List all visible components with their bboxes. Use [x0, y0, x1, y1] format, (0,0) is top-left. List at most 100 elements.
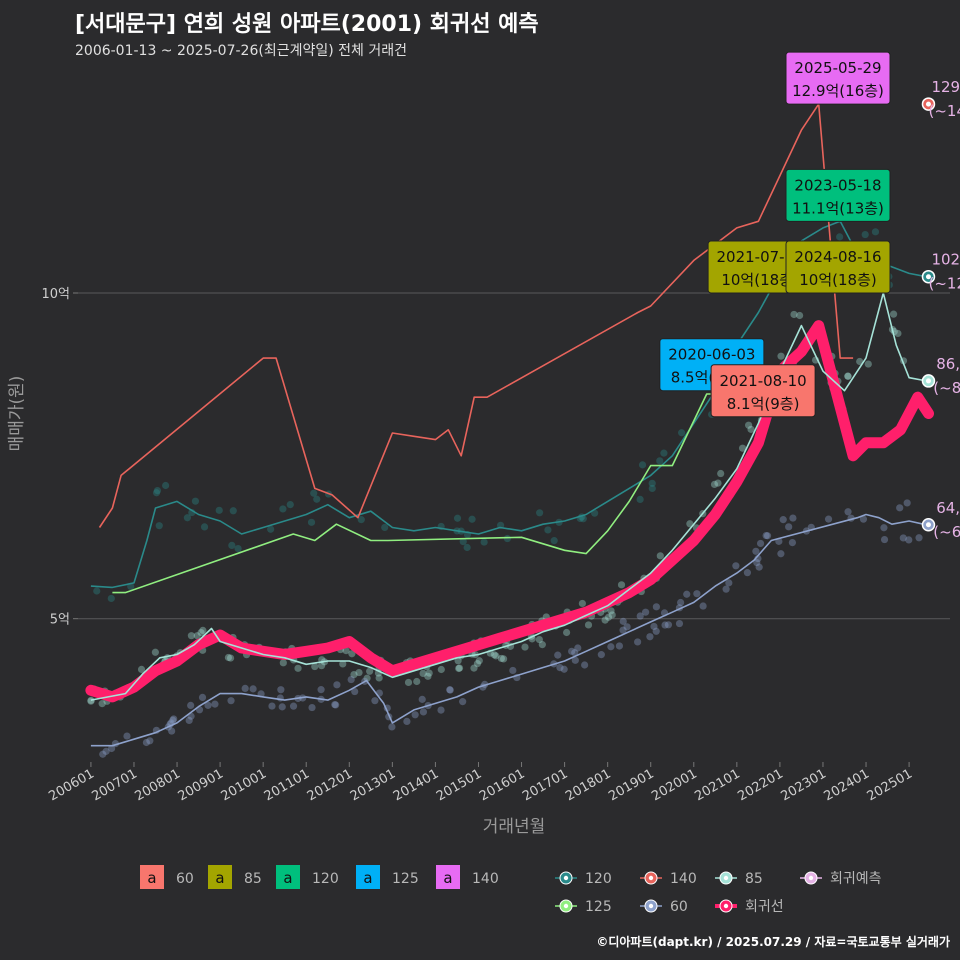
scatter-point [278, 703, 286, 711]
scatter-point [678, 429, 686, 437]
end-label-value: 86,500 [936, 355, 960, 373]
legend-area-120: a 120 [276, 865, 339, 889]
scatter-point [859, 515, 868, 523]
series-line-140 [98, 103, 854, 528]
scatter-point [279, 659, 287, 667]
x-tick-label: 201901 [606, 766, 656, 804]
scatter-point [459, 538, 467, 546]
legend-line-label: 85 [745, 871, 763, 887]
scatter-point [492, 652, 500, 660]
scatter-point [226, 654, 235, 662]
legend-area-swatch [208, 865, 232, 889]
annotation-box: 2023-05-18 11.1억(13층) [785, 168, 891, 222]
scatter-point [656, 552, 664, 560]
scatter-point [308, 703, 316, 712]
scatter-point [844, 508, 852, 516]
scatter-point [152, 489, 161, 497]
legend-line-dot [648, 903, 654, 909]
annotation-date: 2023-05-18 [794, 176, 881, 194]
scatter-point [755, 563, 763, 571]
regression-line [85, 320, 934, 703]
scatter-point [619, 617, 627, 625]
scatter-point [162, 481, 170, 490]
x-tick-label: 202501 [865, 766, 915, 804]
legend-area-glyph: a [443, 869, 452, 887]
scatter-point [604, 613, 613, 621]
legend-line-140: 140 [640, 871, 697, 887]
scatter-point [899, 534, 907, 542]
scatter-point [732, 562, 740, 570]
scatter-point [677, 598, 685, 607]
scatter-point [554, 651, 562, 659]
scatter-point [350, 670, 358, 679]
annotation-background [710, 364, 816, 418]
scatter-point [636, 495, 644, 504]
scatter-point [753, 558, 761, 567]
scatter-point [459, 698, 467, 706]
scatter-point [211, 700, 219, 708]
scatter-point [102, 747, 110, 755]
scatter-point [446, 686, 454, 694]
scatter-point [615, 642, 624, 650]
scatter-point [355, 668, 363, 677]
scatter-point [656, 457, 664, 465]
scatter-point [652, 627, 660, 635]
legend-area-swatch [276, 865, 300, 889]
scatter-point [267, 525, 275, 533]
y-tick-label: 5억 [50, 613, 70, 628]
scatter-point [424, 672, 432, 680]
scatter-point [714, 479, 722, 487]
scatter-point [556, 664, 564, 672]
scatter-point [544, 526, 552, 534]
scatter-point [675, 619, 684, 628]
scatter-point [743, 569, 752, 577]
scatter-point [310, 489, 318, 497]
scatter-point [155, 522, 163, 530]
end-point-dot [925, 101, 931, 107]
scatter-point [437, 665, 445, 674]
scatter-point [864, 360, 872, 368]
scatter-point [289, 702, 298, 710]
annotation-box: 2021-08-10 8.1억(9층) [710, 364, 816, 418]
scatter-point [170, 715, 178, 723]
annotation-date: 2020-06-03 [668, 346, 755, 364]
legend-line-85: 85 [715, 871, 763, 887]
x-tick-label: 202201 [735, 766, 785, 804]
legend-line-dot [648, 875, 654, 881]
scatter-point [454, 657, 462, 665]
x-tick-label: 201201 [305, 766, 355, 804]
annotation-date: 2024-08-16 [794, 248, 881, 266]
annotation-background [785, 51, 891, 105]
legend-area-swatch [436, 865, 460, 889]
annotation-price: 10억(18층) [721, 271, 798, 289]
scatter-point [889, 310, 898, 318]
scatter-point [836, 233, 844, 241]
scatter-point [455, 664, 464, 672]
scatter-point [601, 616, 609, 624]
scatter-point [200, 523, 209, 531]
scatter-point [229, 507, 237, 515]
scatter-point [311, 662, 319, 671]
scatter-point [453, 514, 462, 522]
scatter-point [437, 706, 445, 714]
scatter-point [375, 674, 383, 682]
scatter-point [198, 693, 207, 701]
legend-area-label: 125 [392, 871, 419, 887]
scatter-point [789, 514, 797, 522]
legend-area-glyph: a [363, 869, 372, 887]
scatter-point [146, 737, 154, 745]
scatter-point [317, 662, 326, 670]
series-line-125 [112, 393, 724, 594]
source-caption: ©디아파트(dapt.kr) / 2025.07.29 / 자료=국토교통부 실… [596, 935, 950, 949]
scatter-point [183, 514, 191, 522]
x-tick-label: 201701 [520, 766, 570, 804]
x-tick-label: 201401 [391, 766, 441, 804]
scatter-point [607, 607, 615, 615]
scatter-point [578, 599, 586, 608]
scatter-point [722, 585, 730, 593]
legend-line-dot [808, 875, 814, 881]
scatter-point [745, 421, 753, 429]
scatter-point [333, 681, 341, 689]
scatter-point [652, 603, 660, 611]
scatter-point [363, 674, 371, 682]
